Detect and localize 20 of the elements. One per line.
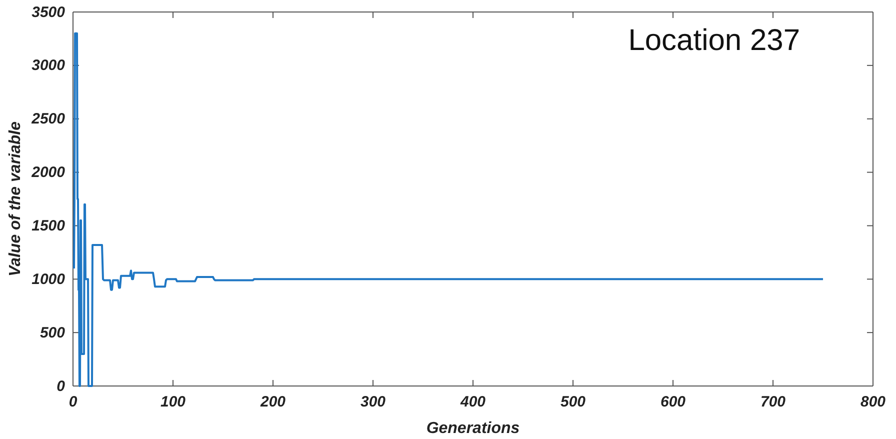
y-tick-label: 500 [40,324,66,342]
x-tick-label: 400 [459,394,486,411]
x-tick-label: 700 [760,394,786,411]
x-tick-label: 600 [660,394,686,411]
y-tick-label: 2000 [30,164,66,182]
x-axis-title: Generations [426,420,520,437]
y-tick-label: 1500 [32,218,66,235]
y-tick-label: 1000 [32,270,66,288]
x-tick-label: 500 [560,394,586,411]
x-tick-label: 100 [160,394,186,411]
y-tick-label: 3000 [32,57,66,74]
annotation: Location 237 [628,24,800,57]
x-tick-label: 800 [860,394,886,411]
y-tick-label: 0 [56,378,66,395]
y-tick-label: 3500 [32,4,66,21]
x-tick-label: 0 [68,394,78,411]
x-tick-label: 300 [360,394,386,411]
y-axis-title: Value of the variable [7,121,24,277]
x-tick-label: 200 [259,394,286,411]
y-tick-label: 2500 [30,110,66,128]
